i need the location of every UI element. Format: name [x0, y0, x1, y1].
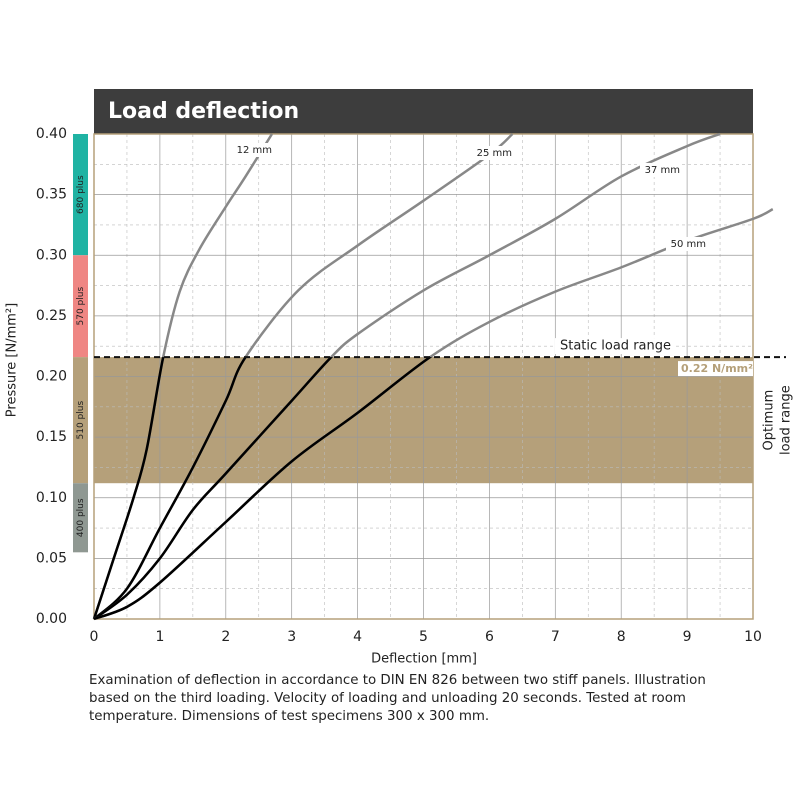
x-tick-label: 7: [551, 629, 560, 645]
x-tick-label: 8: [617, 629, 626, 645]
y-tick-label: 0.05: [36, 550, 67, 566]
x-tick-label: 0: [90, 629, 99, 645]
grade-bar: [73, 134, 88, 256]
y-tick-label: 0.00: [36, 611, 67, 627]
grade-label: 510 plus: [76, 401, 86, 440]
x-tick-label: 1: [155, 629, 164, 645]
curve-lower: [93, 357, 333, 621]
curve-lower: [92, 357, 165, 620]
label-bg: [666, 237, 708, 251]
y-axis-label: Pressure [N/mm²]: [5, 303, 20, 417]
y-tick-label: 0.30: [36, 247, 67, 263]
x-axis-label: Deflection [mm]: [371, 652, 477, 667]
y-tick-label: 0.15: [36, 429, 67, 445]
x-tick-label: 5: [419, 629, 428, 645]
grade-bar: [73, 357, 88, 484]
chart-title: Load deflection: [108, 99, 299, 124]
curve-label: 37 mm: [645, 165, 680, 176]
curve-lower: [93, 357, 248, 620]
y-tick-label: 0.35: [36, 187, 67, 203]
value-badge: [678, 361, 753, 377]
grade-label: 570 plus: [76, 287, 86, 326]
y-tick-label: 0.10: [36, 490, 67, 506]
grade-label: 680 plus: [76, 175, 86, 214]
x-tick-label: 4: [353, 629, 362, 645]
curve-lower: [93, 357, 433, 621]
grade-label: 400 plus: [76, 498, 86, 537]
x-tick-label: 10: [744, 629, 762, 645]
curve-label: 25 mm: [477, 148, 512, 159]
y-tick-label: 0.25: [36, 308, 67, 324]
static-load-label: Static load range: [560, 339, 671, 354]
label-bg: [640, 163, 682, 177]
x-tick-label: 3: [287, 629, 296, 645]
y-tick-label: 0.40: [36, 126, 67, 142]
band-label: Optimum: [762, 390, 777, 451]
x-tick-label: 2: [221, 629, 230, 645]
static-load-value: 0.22 N/mm²: [681, 362, 753, 375]
y-tick-label: 0.20: [36, 369, 67, 385]
grade-bar: [73, 255, 88, 358]
x-tick-label: 6: [485, 629, 494, 645]
band-label: load range: [779, 385, 794, 455]
curve-label: 12 mm: [237, 145, 272, 156]
x-tick-label: 9: [683, 629, 692, 645]
caption: Examination of deflection in accordance …: [89, 673, 706, 724]
title-bar: [94, 89, 753, 134]
plot-frame: [93, 133, 754, 620]
curve-label: 50 mm: [671, 239, 706, 250]
label-bg: [232, 143, 274, 157]
label-bg: [472, 146, 514, 160]
grade-bar: [73, 483, 88, 553]
label-bg: [555, 338, 675, 355]
